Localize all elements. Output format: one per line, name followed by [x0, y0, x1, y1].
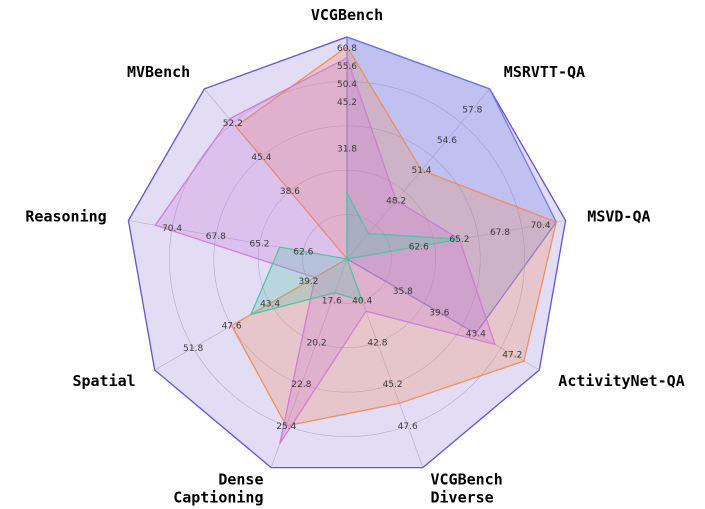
tick-label: 39.6: [429, 308, 449, 318]
axis-label: Spatial: [72, 372, 135, 390]
tick-label: 65.2: [249, 240, 269, 250]
tick-label: 55.6: [337, 62, 357, 72]
axis-label: Captioning: [173, 488, 263, 506]
tick-label: 40.4: [352, 297, 372, 307]
tick-label: 43.4: [466, 329, 486, 339]
axis-label: MSVD-QA: [587, 208, 650, 226]
tick-label: 70.4: [162, 224, 182, 234]
tick-label: 45.2: [383, 380, 403, 390]
tick-label: 43.4: [260, 299, 280, 309]
tick-label: 67.8: [206, 232, 226, 242]
axis-label: Dense: [218, 470, 263, 488]
axis-label: MSRVTT-QA: [504, 63, 585, 81]
tick-label: 67.8: [490, 228, 510, 238]
tick-label: 47.6: [398, 422, 418, 432]
tick-label: 35.8: [393, 287, 413, 297]
series-polygon-3: [249, 192, 460, 316]
tick-label: 62.6: [409, 242, 429, 252]
tick-label: 54.6: [437, 136, 457, 146]
tick-label: 51.8: [183, 344, 203, 354]
tick-label: 17.6: [322, 297, 342, 307]
tick-label: 47.6: [222, 322, 242, 332]
tick-label: 45.4: [251, 153, 271, 163]
tick-label: 50.4: [337, 80, 357, 90]
tick-label: 65.2: [449, 235, 469, 245]
series-polygon-1: [230, 45, 558, 427]
tick-label: 42.8: [367, 338, 387, 348]
axis-label: VCGBench: [311, 6, 383, 24]
tick-label: 45.2: [337, 98, 357, 108]
tick-label: 39.2: [298, 277, 318, 287]
tick-label: 47.2: [502, 351, 522, 361]
axis-label: Reasoning: [25, 208, 106, 226]
tick-label: 22.8: [291, 380, 311, 390]
axis-label: Diverse: [431, 488, 494, 506]
tick-label: 48.2: [386, 196, 406, 206]
tick-label: 60.8: [337, 44, 357, 54]
tick-label: 38.6: [280, 187, 300, 197]
series-polygon-2: [154, 56, 497, 444]
grid-spoke-1: [346, 88, 490, 260]
tick-label: 62.6: [293, 247, 313, 257]
tick-label: 52.2: [223, 119, 243, 129]
tick-label: 70.4: [531, 221, 551, 231]
tick-label: 57.8: [462, 106, 482, 116]
axis-label: MVBench: [127, 63, 190, 81]
tick-label: 20.2: [307, 338, 327, 348]
tick-label: 25.4: [276, 422, 296, 432]
grid-spoke-5: [270, 258, 348, 468]
tick-label: 51.4: [411, 166, 431, 176]
axis-label: VCGBench: [431, 470, 503, 488]
axis-label: ActivityNet-QA: [558, 372, 684, 390]
tick-label: 31.8: [337, 145, 357, 155]
